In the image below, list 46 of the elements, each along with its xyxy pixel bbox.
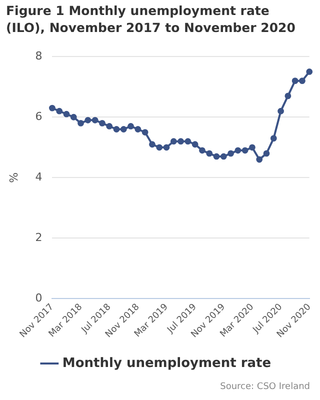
point [113,126,120,132]
point [228,150,234,157]
point [249,144,256,151]
y-axis-title: % [7,172,20,183]
point [306,68,313,75]
point [278,108,284,114]
point [213,153,220,160]
y-tick-label: 2 [35,231,42,244]
point [99,120,106,126]
chart-title: Figure 1 Monthly unemployment rate (ILO), November 2017 to November 2020 [6,2,296,36]
source-note: Source: CSO Ireland [220,382,310,392]
point [206,150,213,157]
point [270,135,277,142]
point [78,120,84,126]
point [199,147,206,154]
point [142,129,148,136]
point [63,110,70,118]
point [184,138,192,145]
point [49,104,56,112]
point [170,138,177,145]
y-tick-label: 6 [35,110,42,123]
point [149,141,156,148]
point [70,114,77,120]
point [84,116,92,124]
point [156,144,163,151]
point [163,144,170,151]
point [234,147,242,154]
point [263,150,270,157]
point [284,92,292,100]
point [256,156,263,163]
point [106,123,113,130]
point [134,126,142,132]
point [178,138,184,145]
point [92,116,98,124]
point [192,141,198,148]
point [120,126,127,132]
point [292,78,298,84]
point [299,78,306,84]
y-tick-label: 0 [35,292,42,305]
point [242,147,248,154]
legend-label: Monthly unemployment rate [62,356,272,371]
point [220,153,227,160]
point [128,123,134,130]
y-tick-label: 4 [35,170,42,184]
y-tick-label: 8 [35,49,42,62]
point [56,108,63,114]
